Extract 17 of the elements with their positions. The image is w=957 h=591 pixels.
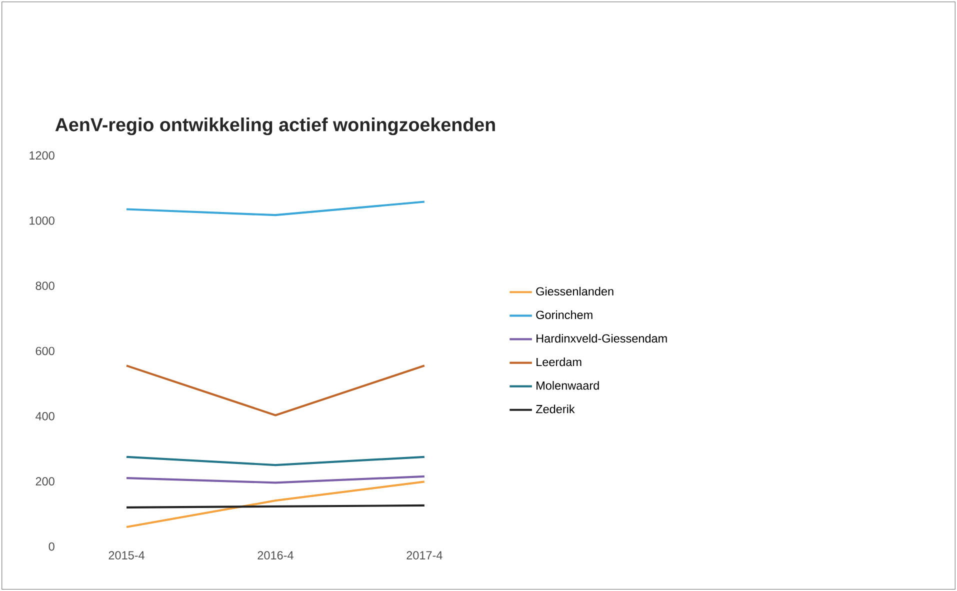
chart-title: AenV-regio ontwikkeling actief woningzoekenden: [55, 117, 495, 136]
legend-label: Hardinxveld-Giessendam: [536, 334, 667, 343]
y-tick-label: 1000: [30, 216, 54, 225]
legend-label: Gorinchem: [536, 310, 592, 320]
legend-label: Zederik: [536, 404, 575, 414]
y-tick-label: 0: [48, 542, 54, 551]
y-tick-label: 600: [36, 346, 54, 356]
legend-label: Leerdam: [536, 357, 582, 366]
legend-label: Molenwaard: [536, 381, 599, 390]
legend-label: Giessenlanden: [536, 286, 614, 296]
x-tick-label: 2015-4: [108, 551, 144, 560]
x-tick-label: 2017-4: [406, 551, 442, 560]
y-tick-label: 800: [36, 282, 54, 290]
x-tick-label: 2016-4: [258, 551, 294, 560]
y-tick-label: 400: [36, 412, 54, 420]
y-tick-label: 1200: [30, 151, 54, 160]
y-tick-label: 200: [36, 477, 54, 486]
